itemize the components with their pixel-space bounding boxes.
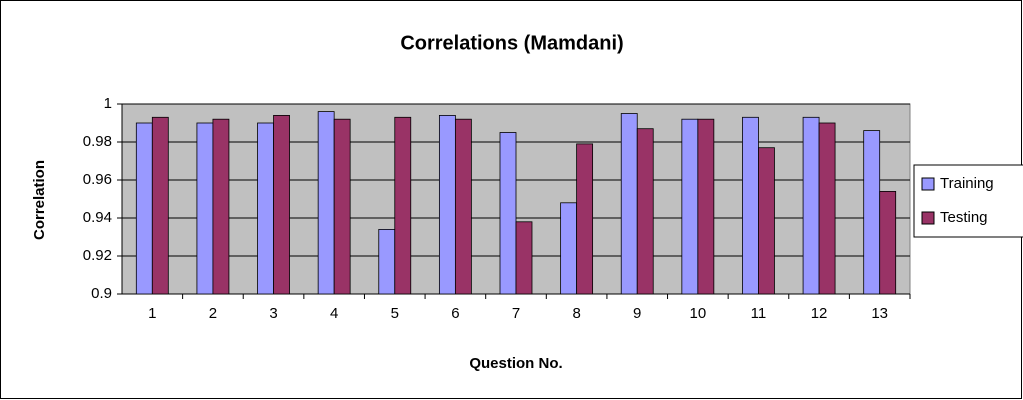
x-axis-label: Question No. (469, 355, 562, 372)
bar (515, 221, 533, 295)
y-tick-label: 0.96 (83, 171, 112, 188)
x-tick-label: 12 (811, 305, 828, 322)
bar (742, 116, 759, 295)
x-tick-label: 11 (751, 305, 767, 322)
x-tick-label: 9 (633, 305, 641, 322)
y-tick-label: 0.9 (91, 285, 112, 302)
bar (620, 113, 638, 295)
bar (212, 118, 230, 295)
x-tick-label: 7 (512, 305, 520, 322)
bar (394, 116, 412, 295)
legend-swatch (921, 177, 935, 191)
bar (333, 118, 351, 295)
bar (196, 122, 214, 295)
chart-title: Correlations (Mamdani) (400, 32, 623, 54)
bar (863, 130, 881, 295)
x-tick-label: 6 (451, 305, 459, 322)
x-tick-label: 2 (209, 305, 217, 322)
y-tick-label: 0.94 (83, 209, 112, 226)
bar (317, 111, 335, 295)
bar (818, 122, 836, 295)
bar (454, 118, 472, 295)
bar (257, 122, 274, 295)
y-tick-label: 0.98 (83, 133, 112, 150)
y-axis-label: Correlation (31, 160, 48, 240)
bar (636, 128, 654, 295)
y-tick-label: 0.92 (83, 247, 112, 264)
x-tick-label: 5 (391, 305, 399, 322)
bar (378, 228, 396, 295)
bar (499, 132, 517, 295)
legend-box (913, 164, 1023, 238)
x-tick-label: 8 (572, 305, 580, 322)
bar (151, 116, 169, 295)
bar (438, 115, 456, 295)
bar (135, 122, 153, 295)
x-tick-label: 3 (269, 305, 277, 322)
x-tick-label: 4 (330, 305, 338, 322)
x-tick-label: 13 (871, 305, 888, 322)
x-tick-label: 10 (690, 305, 707, 322)
bar (681, 118, 699, 295)
bar (576, 143, 594, 295)
x-tick-label: 1 (148, 305, 156, 322)
bar (697, 118, 715, 295)
bar (758, 147, 775, 295)
bar (879, 190, 897, 295)
bar (802, 116, 820, 295)
y-tick-label: 1 (104, 95, 112, 112)
bar (560, 202, 578, 295)
legend-label: Training (940, 175, 994, 192)
legend-swatch (921, 211, 935, 225)
legend-label: Testing (940, 209, 988, 226)
bar (273, 115, 290, 295)
